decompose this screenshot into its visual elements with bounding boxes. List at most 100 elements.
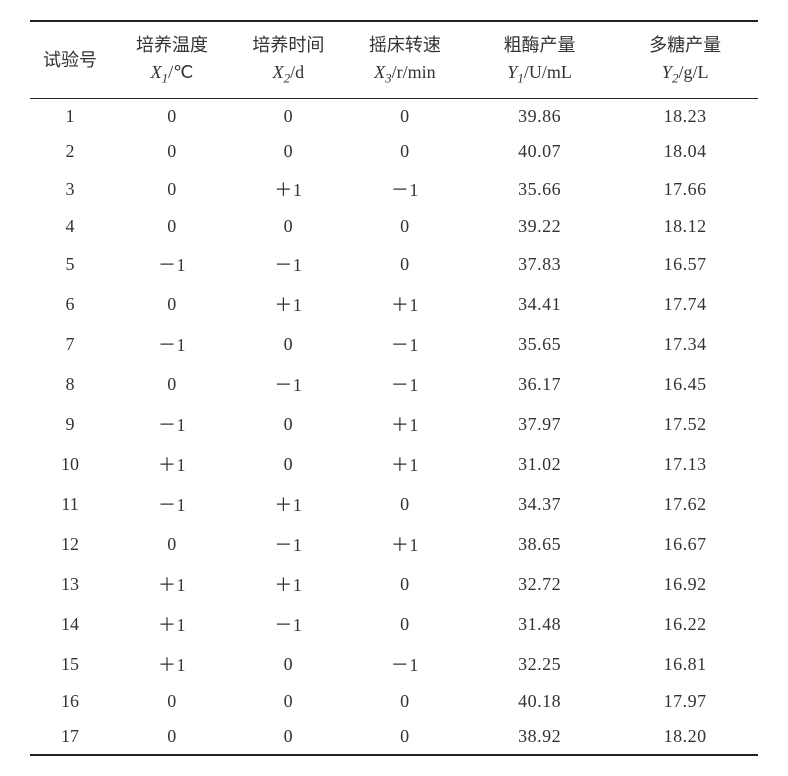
table-cell: －1 — [343, 644, 467, 684]
table-cell: 32.72 — [467, 564, 613, 604]
table-cell: 4 — [30, 209, 110, 244]
header-y2: 多糖产量 Y2/g/L — [612, 21, 758, 99]
table-cell: ＋1 — [110, 604, 234, 644]
table-row: 13＋1＋1032.7216.92 — [30, 564, 758, 604]
table-row: 400039.2218.12 — [30, 209, 758, 244]
table-cell: －1 — [234, 524, 343, 564]
table-cell: 0 — [343, 99, 467, 135]
table-cell: 0 — [343, 209, 467, 244]
table-cell: －1 — [343, 324, 467, 364]
table-cell: 17.97 — [612, 684, 758, 719]
table-cell: 36.17 — [467, 364, 613, 404]
table-cell: 16.22 — [612, 604, 758, 644]
table-cell: 13 — [30, 564, 110, 604]
table-cell: ＋1 — [343, 404, 467, 444]
header-x3-unit: /r/min — [392, 62, 436, 82]
table-cell: 37.83 — [467, 244, 613, 284]
table-cell: 16 — [30, 684, 110, 719]
table-row: 11－1＋1034.3717.62 — [30, 484, 758, 524]
table-cell: 31.02 — [467, 444, 613, 484]
table-cell: 1 — [30, 99, 110, 135]
table-cell: 0 — [234, 404, 343, 444]
table-cell: ＋1 — [234, 169, 343, 209]
table-cell: 37.97 — [467, 404, 613, 444]
table-cell: 18.20 — [612, 719, 758, 755]
table-cell: 16.92 — [612, 564, 758, 604]
table-row: 5－1－1037.8316.57 — [30, 244, 758, 284]
table-body: 100039.8618.23200040.0718.0430＋1－135.661… — [30, 99, 758, 756]
header-y2-var: Y — [662, 62, 672, 82]
table-cell: 0 — [343, 719, 467, 755]
table-row: 9－10＋137.9717.52 — [30, 404, 758, 444]
table-row: 30＋1－135.6617.66 — [30, 169, 758, 209]
header-x1-unit: /℃ — [168, 62, 193, 82]
table-cell: －1 — [110, 324, 234, 364]
table-cell: 0 — [110, 209, 234, 244]
table-cell: 0 — [343, 564, 467, 604]
header-y1-label: 粗酶产量 — [504, 35, 576, 55]
table-cell: 34.37 — [467, 484, 613, 524]
table-cell: 0 — [234, 719, 343, 755]
table-cell: 12 — [30, 524, 110, 564]
table-cell: 38.65 — [467, 524, 613, 564]
table-cell: 6 — [30, 284, 110, 324]
table-cell: 17.13 — [612, 444, 758, 484]
table-row: 120－1＋138.6516.67 — [30, 524, 758, 564]
table-cell: 0 — [343, 484, 467, 524]
table-cell: 16.45 — [612, 364, 758, 404]
table-cell: －1 — [110, 244, 234, 284]
header-x1: 培养温度 X1/℃ — [110, 21, 234, 99]
header-x3: 摇床转速 X3/r/min — [343, 21, 467, 99]
table-cell: ＋1 — [343, 524, 467, 564]
table-cell: 40.07 — [467, 134, 613, 169]
table-row: 1600040.1817.97 — [30, 684, 758, 719]
table-cell: ＋1 — [234, 564, 343, 604]
table-cell: 2 — [30, 134, 110, 169]
table-cell: －1 — [234, 244, 343, 284]
table-cell: ＋1 — [110, 444, 234, 484]
table-row: 10＋10＋131.0217.13 — [30, 444, 758, 484]
table-cell: 10 — [30, 444, 110, 484]
table-cell: 5 — [30, 244, 110, 284]
table-cell: －1 — [343, 169, 467, 209]
table-cell: 18.04 — [612, 134, 758, 169]
table-cell: 0 — [343, 604, 467, 644]
table-cell: 35.65 — [467, 324, 613, 364]
table-cell: 17.66 — [612, 169, 758, 209]
table-cell: 0 — [234, 644, 343, 684]
table-cell: 7 — [30, 324, 110, 364]
table-cell: 0 — [234, 209, 343, 244]
table-cell: 9 — [30, 404, 110, 444]
table-cell: 0 — [110, 99, 234, 135]
table-cell: 18.23 — [612, 99, 758, 135]
table-cell: 40.18 — [467, 684, 613, 719]
table-row: 14＋1－1031.4816.22 — [30, 604, 758, 644]
header-x1-label: 培养温度 — [136, 35, 208, 55]
table-cell: 0 — [234, 444, 343, 484]
table-cell: ＋1 — [234, 484, 343, 524]
table-cell: 15 — [30, 644, 110, 684]
header-x3-label: 摇床转速 — [369, 35, 441, 55]
header-trialno-label: 试验号 — [43, 50, 97, 70]
table-cell: ＋1 — [343, 444, 467, 484]
header-x3-var: X — [374, 62, 385, 82]
table-cell: ＋1 — [234, 284, 343, 324]
table-cell: 0 — [110, 169, 234, 209]
table-cell: 39.86 — [467, 99, 613, 135]
table-cell: 0 — [110, 719, 234, 755]
table-cell: 0 — [343, 134, 467, 169]
table-cell: 3 — [30, 169, 110, 209]
table-cell: 0 — [110, 684, 234, 719]
header-y1-var: Y — [507, 62, 517, 82]
table-cell: 0 — [110, 524, 234, 564]
table-cell: 35.66 — [467, 169, 613, 209]
header-y2-unit: /g/L — [678, 62, 708, 82]
table-cell: 16.57 — [612, 244, 758, 284]
header-trialno: 试验号 — [30, 21, 110, 99]
table-cell: －1 — [110, 484, 234, 524]
table-cell: 16.81 — [612, 644, 758, 684]
table-cell: －1 — [234, 364, 343, 404]
table-cell: 8 — [30, 364, 110, 404]
table-cell: 0 — [110, 134, 234, 169]
table-cell: 0 — [234, 99, 343, 135]
